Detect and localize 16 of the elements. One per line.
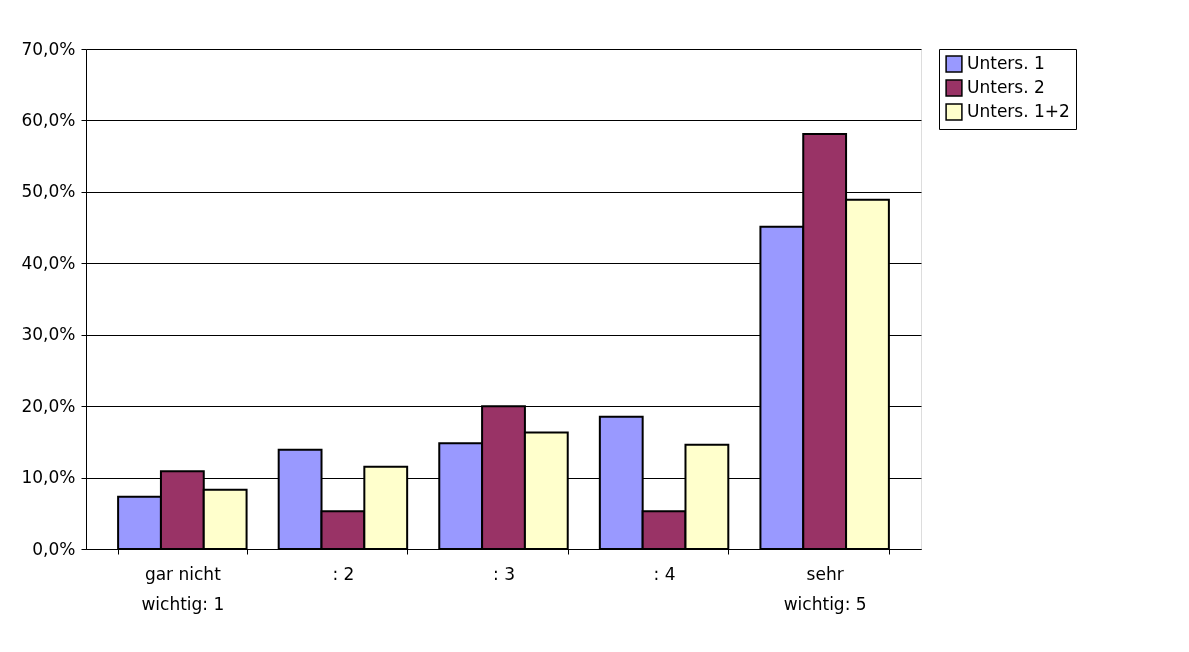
y-tick-label: 10,0% xyxy=(21,467,76,488)
x-tick-label: : 4 xyxy=(653,563,676,584)
y-tick-label: 40,0% xyxy=(21,252,76,273)
x-tick-label: : 3 xyxy=(493,563,515,584)
y-tick-label: 20,0% xyxy=(21,395,76,416)
y-tick-label: 50,0% xyxy=(21,181,76,202)
y-tick-label: 0,0% xyxy=(32,538,76,559)
x-tick-label: sehr wichtig: 5 xyxy=(783,563,867,614)
x-tick-label: : 2 xyxy=(332,563,355,584)
legend-label: Unters. 1+2 xyxy=(967,101,1070,121)
x-tick-label: gar nicht wichtig: 1 xyxy=(141,563,225,614)
legend-label: Unters. 1 xyxy=(967,53,1045,73)
y-tick-label: 30,0% xyxy=(21,324,76,345)
y-tick-label: 70,0% xyxy=(21,38,76,59)
y-tick-label: 60,0% xyxy=(21,109,76,130)
legend-label: Unters. 2 xyxy=(967,77,1045,97)
